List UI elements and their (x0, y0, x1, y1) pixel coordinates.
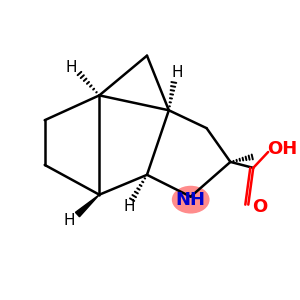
Text: H: H (123, 199, 135, 214)
Text: OH: OH (267, 140, 297, 158)
Text: NH: NH (176, 191, 206, 209)
Text: O: O (253, 198, 268, 216)
Text: H: H (64, 213, 75, 228)
Polygon shape (76, 195, 99, 217)
Text: H: H (171, 65, 182, 80)
Text: H: H (66, 60, 77, 75)
Ellipse shape (172, 186, 210, 214)
